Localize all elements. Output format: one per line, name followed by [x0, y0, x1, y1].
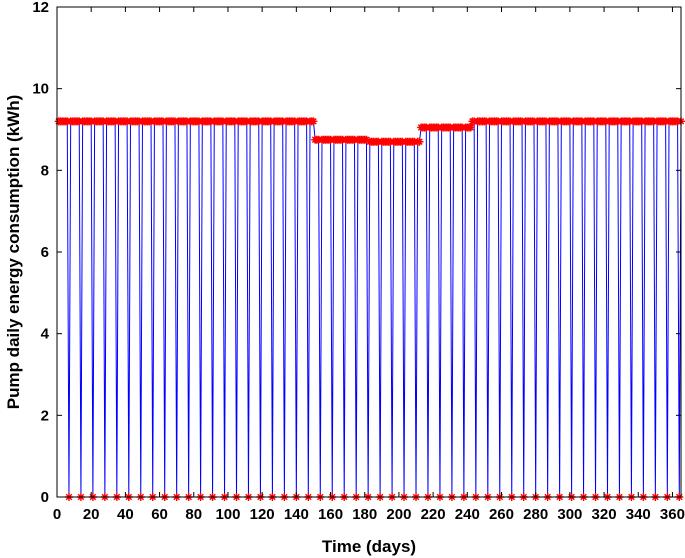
y-tick-label: 8 [41, 162, 49, 179]
x-tick-label: 0 [53, 506, 61, 523]
x-tick-label: 280 [523, 506, 548, 523]
x-tick-label: 40 [117, 506, 134, 523]
y-axis-label: Pump daily energy consumption (kWh) [4, 95, 23, 410]
x-tick-label: 160 [318, 506, 343, 523]
x-tick-label: 320 [592, 506, 617, 523]
data-point-marker [362, 135, 371, 144]
x-tick-label: 240 [455, 506, 480, 523]
data-point-marker [466, 123, 475, 132]
axis-ticks: 0 20 40 60 80 100 120 140 160 180 200 220 240 260 280 3… [32, 0, 685, 523]
x-tick-label: 300 [557, 506, 582, 523]
data-point-marker [415, 137, 424, 146]
data-point-marker [309, 117, 318, 126]
x-tick-label: 360 [660, 506, 685, 523]
x-tick-label: 200 [386, 506, 411, 523]
y-tick-label: 10 [32, 81, 49, 98]
x-tick-label: 60 [151, 506, 168, 523]
x-tick-label: 100 [215, 506, 240, 523]
y-tick-label: 0 [41, 489, 49, 506]
x-tick-label: 20 [83, 506, 100, 523]
x-axis-label: Time (days) [322, 537, 416, 556]
x-tick-label: 80 [185, 506, 202, 523]
x-tick-label: 120 [250, 506, 275, 523]
y-tick-label: 6 [41, 244, 49, 261]
y-tick-label: 2 [41, 407, 49, 424]
x-tick-label: 140 [284, 506, 309, 523]
plot-area [54, 117, 685, 501]
y-tick-label: 4 [41, 326, 50, 343]
x-tick-label: 180 [352, 506, 377, 523]
y-tick-label: 12 [32, 0, 49, 16]
x-tick-label: 220 [421, 506, 446, 523]
series-line [58, 120, 682, 498]
x-tick-label: 340 [626, 506, 651, 523]
x-tick-label: 260 [489, 506, 514, 523]
